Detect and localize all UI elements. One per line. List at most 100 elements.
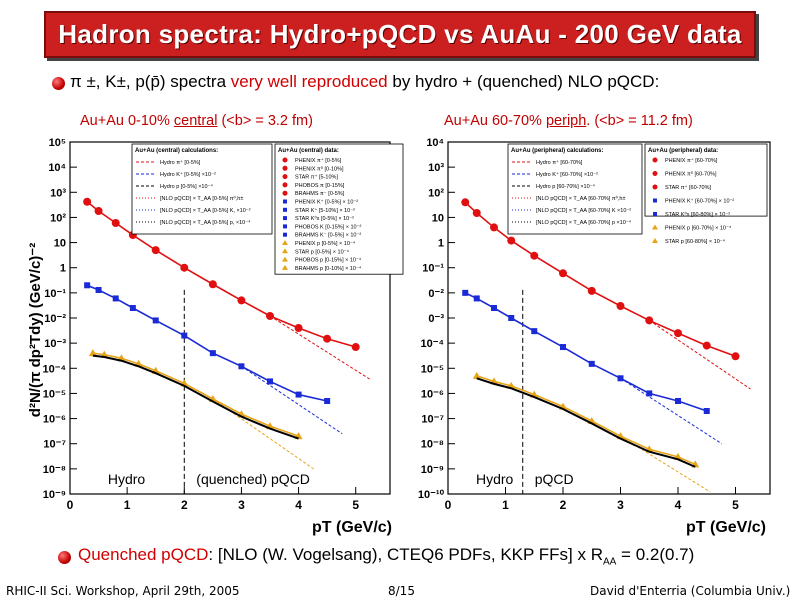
left-data-legend-item: BRAHMS p [0-10%] × 10⁻⁴ xyxy=(295,265,362,272)
left-kaon-point xyxy=(95,286,102,293)
right-data-legend-title: Au+Au (peripheral) data: xyxy=(648,148,718,154)
right-y-tick-label: 10⁻⁷ xyxy=(421,414,444,426)
left-label-a: Au+Au 0-10% xyxy=(80,113,174,129)
left-data-legend-marker xyxy=(282,264,288,270)
left-data-legend-marker xyxy=(283,216,287,221)
right-pion-point xyxy=(472,209,481,218)
right-data-legend-item: STAR p [60-80%] × 10⁻⁴ xyxy=(665,238,726,245)
left-data-legend-item: STAR K⁰s [0-5%] × 10⁻² xyxy=(295,215,354,222)
right-y-tick-label: 10⁻⁴ xyxy=(421,338,444,350)
right-hydro-curve xyxy=(476,377,696,468)
right-y-tick-label: 1 xyxy=(438,238,444,250)
left-proton-fit-curve xyxy=(92,352,299,437)
right-pion-point xyxy=(645,316,654,325)
right-pion-point xyxy=(674,329,682,338)
right-calc-legend-item: Hydro K⁺ [60-70%] ×10⁻² xyxy=(536,171,598,178)
right-label-c: . (<b> = 11.2 fm) xyxy=(586,113,693,129)
left-proton-point xyxy=(88,349,97,357)
right-x-axis-label: pT (GeV/c) xyxy=(686,519,766,536)
left-kaon-point xyxy=(267,378,273,385)
left-data-legend-marker xyxy=(283,232,287,237)
left-data-legend-marker xyxy=(282,157,288,163)
left-x-axis-label: pT (GeV/c) xyxy=(312,519,392,536)
right-kaon-point xyxy=(703,408,710,415)
right-data-legend-marker xyxy=(652,171,658,176)
left-data-legend-marker xyxy=(282,190,288,196)
left-kaon-point xyxy=(112,295,119,302)
right-pion-point xyxy=(616,302,625,311)
left-y-tick-label: 10⁻⁸ xyxy=(43,464,66,476)
left-data-legend-marker xyxy=(282,256,288,262)
right-data-legend-box xyxy=(644,143,768,217)
left-kaon-point xyxy=(209,350,216,357)
right-y-tick-label: 10⁻¹⁰ xyxy=(418,489,445,501)
right-label-a: Au+Au 60-70% xyxy=(444,113,546,129)
right-data-legend-item: PHENIX K⁺ [60-70%] × 10⁻² xyxy=(665,198,734,205)
left-kaon-point xyxy=(324,397,331,404)
left-data-legend-marker xyxy=(283,224,287,229)
left-y-tick-label: 10⁻¹ xyxy=(44,288,66,300)
right-data-legend-item: STAR K⁰s [60-80%] × 10⁻² xyxy=(665,211,730,218)
right-calc-legend-box xyxy=(507,143,643,235)
right-data-legend-item: PHENIX p [60-70%] × 10⁻⁴ xyxy=(665,225,732,232)
left-data-legend-marker xyxy=(283,207,287,212)
right-calc-legend-item: [NLO pQCD] × T_AA [60-70%] π⁰,h± xyxy=(536,195,625,202)
left-pion-point xyxy=(323,334,332,343)
bullet-text-1: π ±, K±, p(p̄) spectra very well reprodu… xyxy=(70,72,659,92)
right-y-tick-label: 10⁻⁸ xyxy=(421,439,444,451)
right-y-tick-label: 10 xyxy=(432,212,444,224)
y-axis-label: d²N/(π dp²Tdy) (GeV/c)⁻² xyxy=(27,243,44,417)
left-y-tick-label: 10⁻⁴ xyxy=(43,363,66,375)
left-panel-label: Au+Au 0-10% central (<b> = 3.2 fm) xyxy=(80,113,313,129)
bullet-icon xyxy=(52,77,65,90)
left-pion-point xyxy=(180,263,189,272)
left-y-tick-label: 10⁵ xyxy=(49,137,66,149)
right-panel-label: Au+Au 60-70% periph. (<b> = 11.2 fm) xyxy=(444,113,693,129)
left-label-c: (<b> = 3.2 fm) xyxy=(217,113,313,129)
left-y-tick-label: 10⁻⁵ xyxy=(43,388,66,400)
bullet-1-highlight: very well reproduced xyxy=(230,72,388,91)
right-x-tick-label: 5 xyxy=(732,498,739,512)
left-data-legend-item: PHENIX π⁺ [0-5%] xyxy=(295,157,342,164)
left-y-tick-label: 10⁻³ xyxy=(44,338,66,350)
left-pion-point xyxy=(351,343,360,352)
left-data-legend-marker xyxy=(282,248,288,254)
left-calc-legend-item: [NLO pQCD] × T_AA [0-5%] p, ×10⁻⁴ xyxy=(160,219,251,226)
footer-event: RHIC-II Sci. Workshop, April 29th, 2005 xyxy=(6,584,240,598)
bullet-2-tail: = 0.2(0.7) xyxy=(616,545,695,564)
right-plot-panel: 10⁻¹⁰ 10⁻⁹ 10⁻⁸ 10⁻⁷ 10⁻⁶ 10⁻⁵ 10⁻⁴ 0⁻³ 0⁻² 10⁻¹ 1… xyxy=(418,137,771,512)
right-kaon-point xyxy=(508,315,515,321)
right-pion-point xyxy=(731,352,740,361)
left-calc-legend-item: Hydro π⁺ [0-5%] xyxy=(160,159,201,166)
left-y-tick-label: 10² xyxy=(50,212,66,224)
left-data-legend-item: PHOBOS K [0-15%] × 10⁻² xyxy=(295,224,362,230)
right-pion-point xyxy=(587,286,596,295)
right-pion-point xyxy=(559,269,567,278)
left-pion-point xyxy=(237,296,246,305)
left-y-tick-label: 10 xyxy=(54,238,66,250)
right-kaon-point xyxy=(560,344,566,351)
right-data-legend-item: PHENIX π⁺ [60-70%] xyxy=(665,157,718,164)
right-data-legend-marker xyxy=(652,238,658,243)
right-pion-pqcd-curve xyxy=(648,320,751,390)
left-data-legend-item: BRAHMS K⁻ [0-5%] × 10⁻² xyxy=(295,233,361,239)
spectra-figure: d²N/(π dp²Tdy) (GeV/c)⁻² 10⁻⁹10⁻⁸10⁻⁷10⁻… xyxy=(27,137,771,536)
right-kaon-point xyxy=(531,328,538,335)
left-data-legend-item: STAR π⁺ [5-10%] xyxy=(295,174,338,181)
left-kaon-point xyxy=(238,363,245,370)
left-x-tick-label: 1 xyxy=(124,498,131,512)
left-calc-legend-item: Hydro p [0-5%] ×10⁻⁴ xyxy=(160,183,213,190)
left-y-tick-label: 10⁴ xyxy=(48,162,66,174)
left-calc-legend-item: Hydro K⁺ [0-5%] ×10⁻² xyxy=(160,171,216,178)
right-pqcd-label: pQCD xyxy=(535,471,574,487)
right-y-tick-label: 10⁻⁶ xyxy=(421,388,444,400)
right-calc-legend-item: [NLO pQCD] × T_AA [60-70%] p ×10⁻⁴ xyxy=(536,219,632,226)
left-x-tick-label: 5 xyxy=(352,498,359,512)
bullet-1-prefix: π ±, K±, p(p̄) spectra xyxy=(70,72,231,91)
left-data-legend-marker xyxy=(283,199,287,204)
left-calc-legend-title: Au+Au (central) calculations: xyxy=(135,148,218,154)
left-data-legend-item: BRAHMS π⁻ [0-5%] xyxy=(295,191,345,197)
right-hydro-label: Hydro xyxy=(476,471,514,487)
right-data-legend-item: PHENIX π⁰ [60-70%] xyxy=(665,171,717,178)
right-data-legend-item: STAR π⁺ [60-70%] xyxy=(665,184,711,191)
